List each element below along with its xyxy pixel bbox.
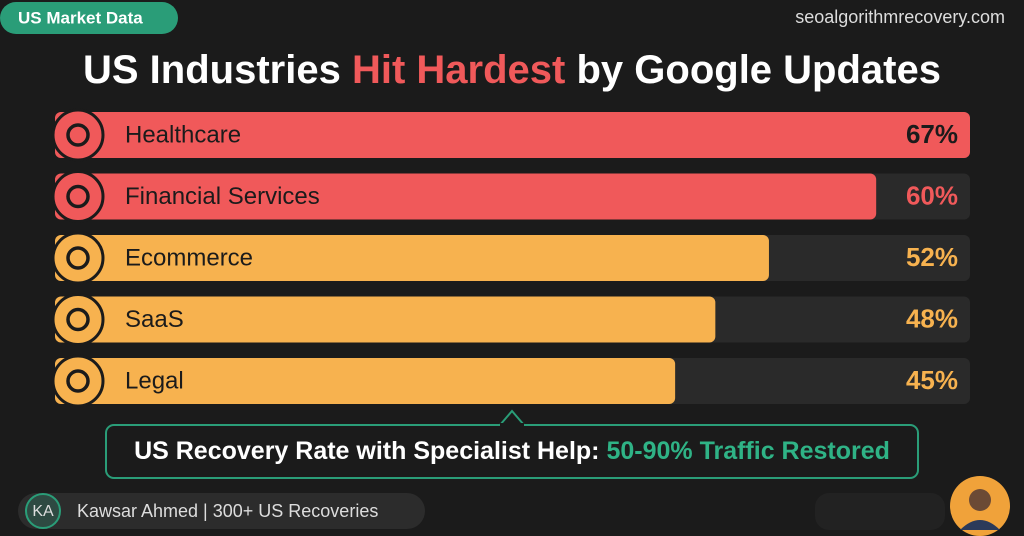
initials: KA <box>32 503 54 520</box>
badge: US Market Data <box>18 8 143 27</box>
icon-bg <box>51 231 105 285</box>
bar <box>55 358 676 404</box>
badge-bg <box>0 2 178 34</box>
site: seoalgorithmrecovery.com <box>795 7 1005 27</box>
icon <box>66 369 90 393</box>
chart-title: US Industries Hit Hardest by Google Upda… <box>83 48 941 92</box>
icon-bg <box>51 170 105 223</box>
category-label: Ecommerce <box>125 244 253 271</box>
icon <box>66 307 90 332</box>
photo-head <box>969 489 991 511</box>
callout: US Recovery Rate with Specialist Help: 5… <box>134 437 890 465</box>
icon-bg <box>51 108 105 162</box>
value-label: 45% <box>906 365 958 395</box>
bar <box>55 296 716 343</box>
bar <box>55 173 877 220</box>
icon <box>66 246 90 270</box>
avatar <box>25 493 61 529</box>
callout-pointer <box>499 409 525 426</box>
category-label: Legal <box>125 367 184 394</box>
category-label: Financial Services <box>125 183 320 210</box>
category-label: Healthcare <box>125 121 241 148</box>
bar <box>55 235 769 281</box>
bar <box>55 112 970 158</box>
category-label: SaaS <box>125 306 184 333</box>
footer-box <box>815 493 945 530</box>
footer-pill <box>18 493 425 529</box>
value-label: 67% <box>906 119 958 149</box>
title-part: US Industries <box>83 48 341 92</box>
icon <box>66 184 90 209</box>
callout-text: US Recovery Rate with Specialist Help: <box>134 437 599 465</box>
title-part: Hit Hardest <box>352 48 565 92</box>
value-label: 48% <box>906 303 958 333</box>
bars: Healthcare 67% Financial Services 60% Ecomme… <box>51 108 970 408</box>
value-label: 52% <box>906 242 958 272</box>
callout-gap <box>500 423 524 427</box>
icon-bg <box>51 293 105 346</box>
icon-bg <box>51 354 105 408</box>
photo-body <box>960 520 1000 530</box>
callout-highlight: 50-90% Traffic Restored <box>606 437 889 465</box>
footer-text: Kawsar Ahmed | 300+ US Recoveries <box>77 501 378 521</box>
title-part: by Google Updates <box>576 48 941 92</box>
icon <box>66 123 90 147</box>
value-label: 60% <box>906 180 958 210</box>
